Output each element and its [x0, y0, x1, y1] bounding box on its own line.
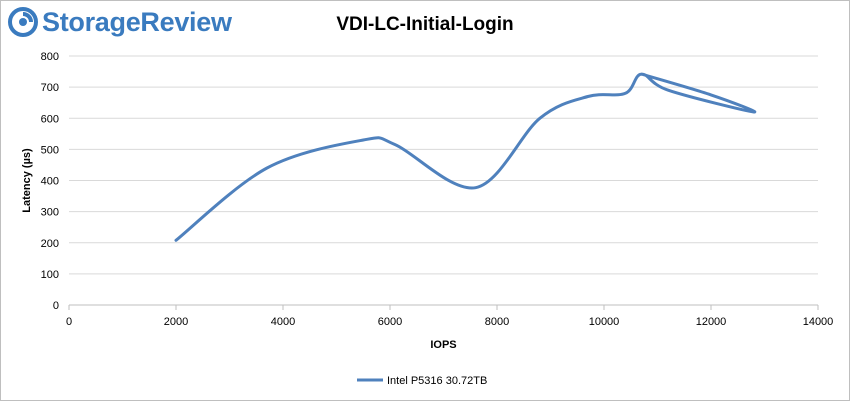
grid-lines: [69, 55, 818, 275]
legend: Intel P5316 30.72TB: [357, 375, 487, 387]
y-tick-label: 600: [41, 113, 59, 125]
y-tick-label: 800: [41, 51, 59, 63]
y-tick-label: 200: [41, 238, 59, 250]
y-tick-label: 700: [41, 82, 59, 94]
x-axis-label: IOPS: [430, 339, 456, 351]
storagereview-logo: StorageReview: [8, 4, 232, 40]
y-tick-label: 400: [41, 176, 59, 188]
x-tick-label: 0: [66, 316, 72, 328]
x-tick-label: 2000: [164, 316, 188, 328]
y-tick-label: 100: [41, 269, 59, 281]
y-tick-labels: 0 100 200 300 400 500 600 700 800: [41, 51, 59, 312]
logo-text: StorageReview: [42, 6, 232, 37]
x-tick-label: 14000: [803, 316, 834, 328]
x-tick-label: 12000: [696, 316, 727, 328]
series-line: [174, 72, 757, 242]
x-tick-label: 8000: [485, 316, 509, 328]
y-tick-label: 500: [41, 144, 59, 156]
x-tick-label: 10000: [589, 316, 620, 328]
storagereview-logo-icon: [8, 7, 38, 37]
series-group: [174, 72, 757, 242]
x-tick-labels: 0 2000 4000 6000 8000 10000 12000 14000: [66, 305, 833, 328]
x-tick-label: 4000: [271, 316, 295, 328]
chart-title: VDI-LC-Initial-Login: [336, 14, 514, 35]
y-tick-label: 0: [53, 300, 59, 312]
y-axis-label: Latency (µs): [21, 148, 33, 213]
y-tick-label: 300: [41, 207, 59, 219]
legend-label: Intel P5316 30.72TB: [387, 375, 487, 387]
x-tick-label: 6000: [378, 316, 402, 328]
